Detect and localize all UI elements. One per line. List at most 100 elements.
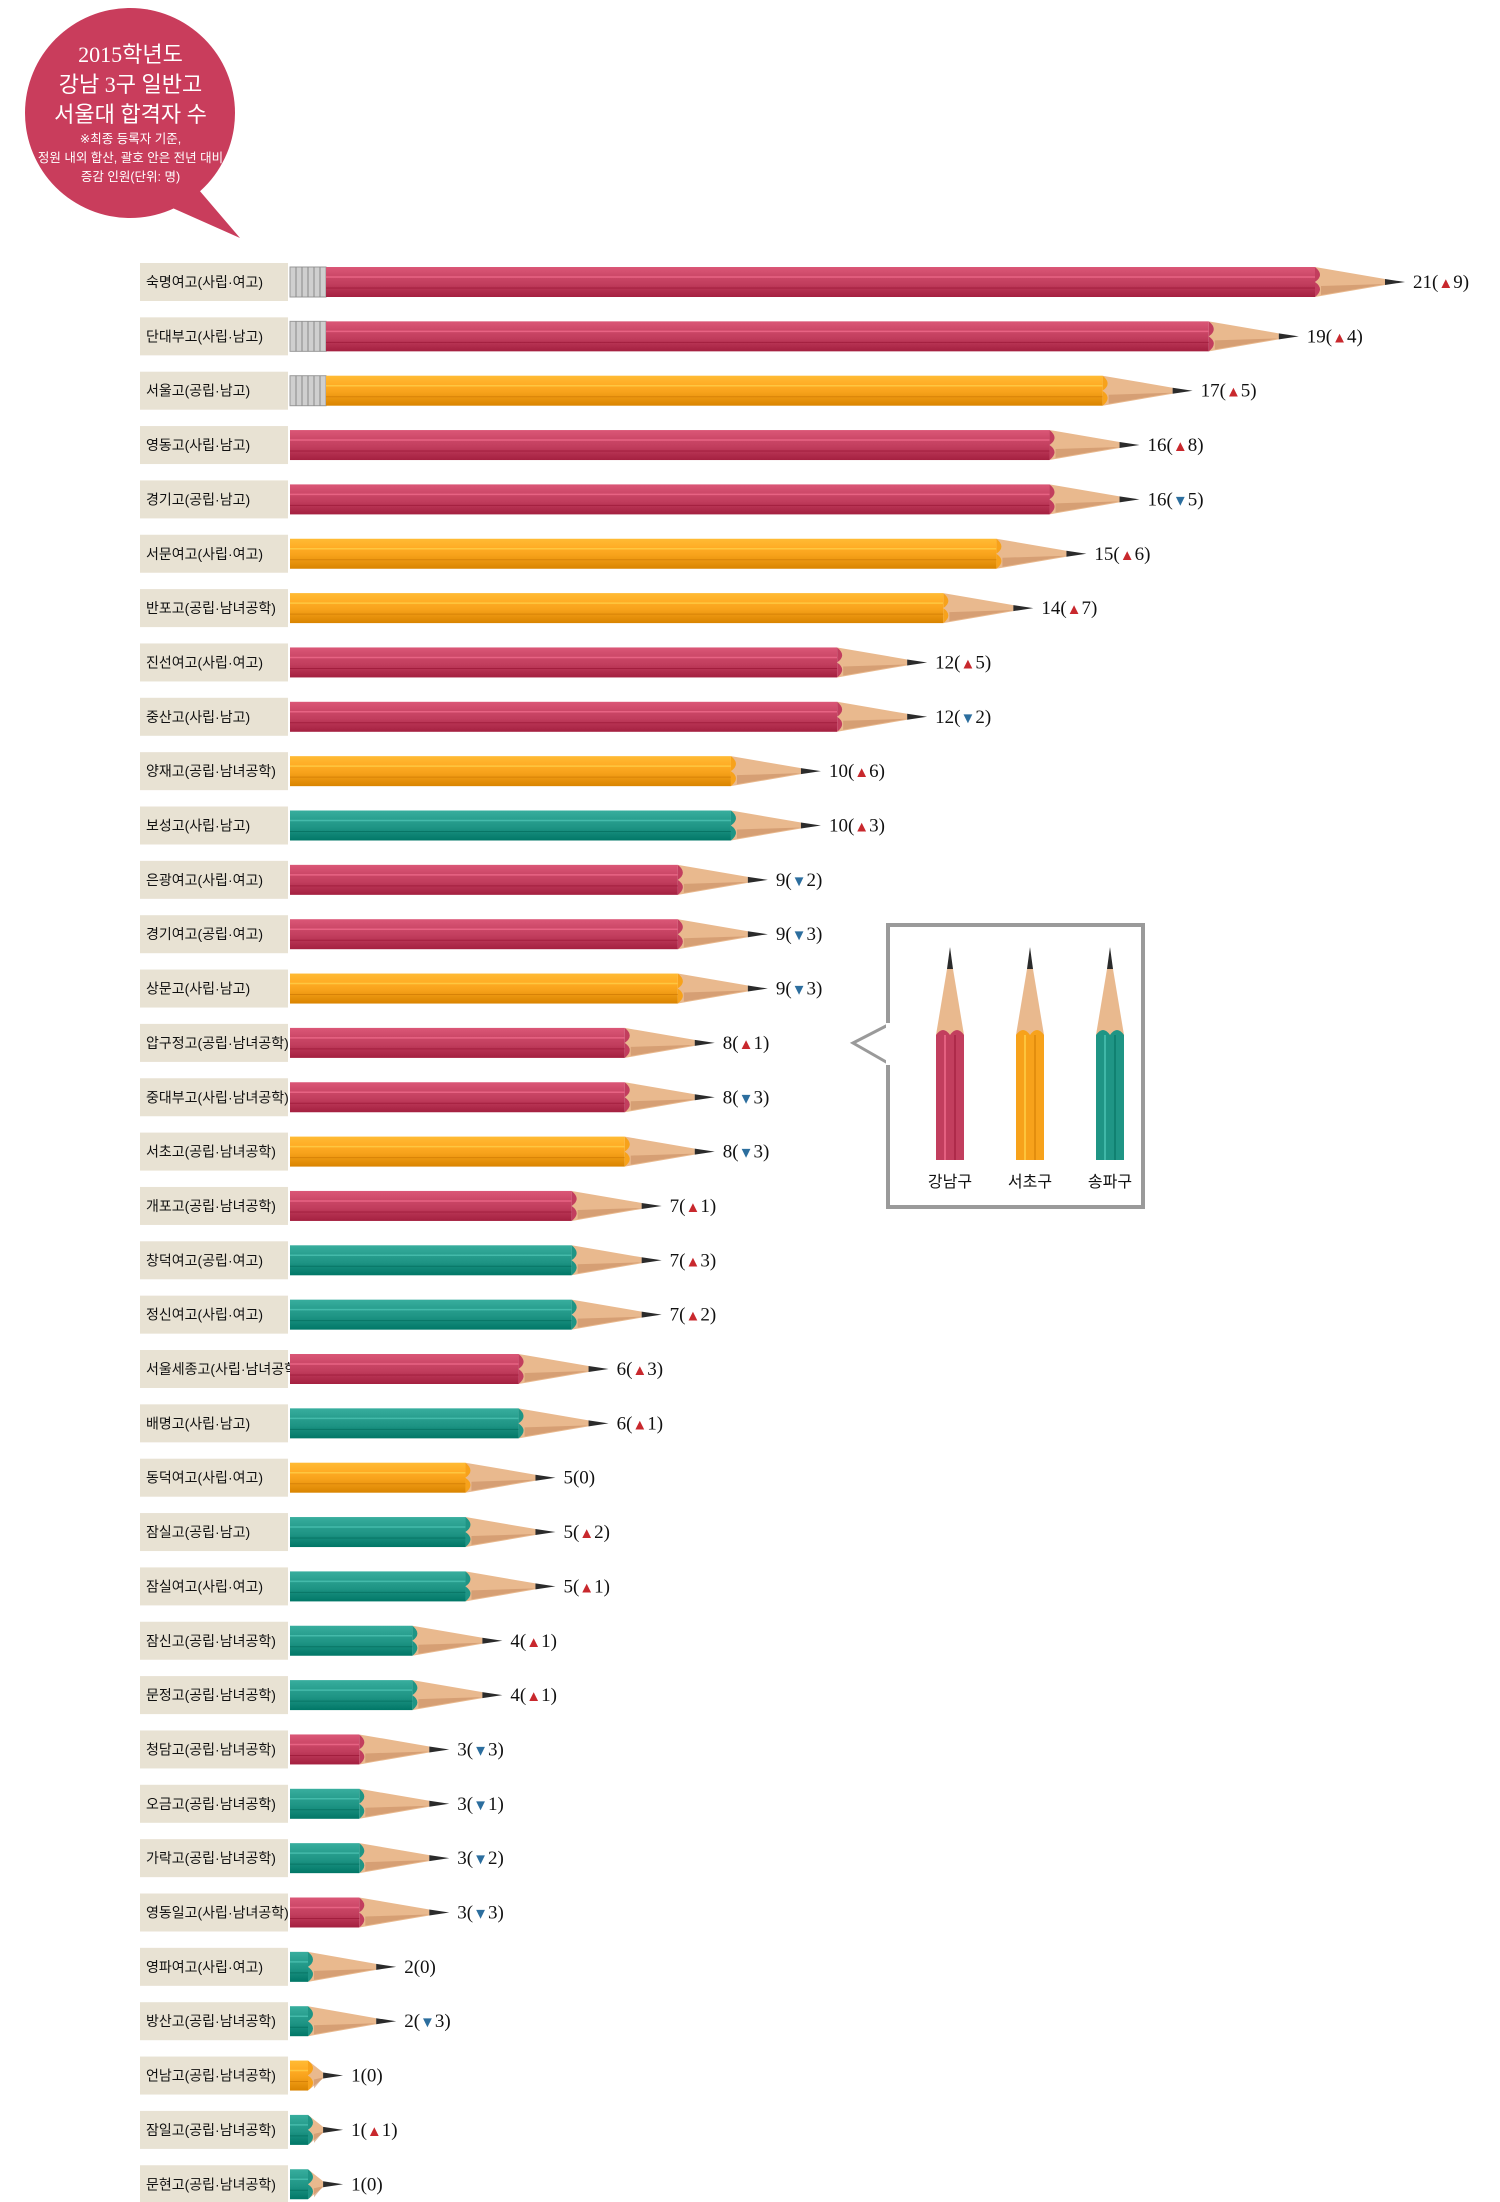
school-label: 반포고(공립·남녀공학) (146, 600, 276, 616)
pencil-body (290, 1299, 572, 1330)
pencil-body (290, 1788, 360, 1819)
pencil-bar (290, 701, 928, 732)
pencil-bar (290, 430, 1140, 461)
school-label: 숙명여고(사립·여고) (146, 274, 263, 290)
pencil-lead (323, 2126, 344, 2133)
pencil-bar (290, 1462, 556, 1493)
pencil-body (290, 1136, 625, 1167)
value-label: 7(▲2) (670, 1305, 717, 1326)
pencil-bar (290, 973, 768, 1004)
pencil-body (290, 1680, 413, 1711)
pencil-lead (376, 1963, 397, 1970)
school-label: 상문고(사립·남고) (146, 981, 250, 997)
pencil-body (290, 2169, 308, 2200)
pencil-lead (588, 1366, 609, 1372)
pencil-lead (482, 1692, 503, 1699)
legend-label: 강남구 (928, 1173, 972, 1191)
school-label-box (140, 480, 288, 519)
value-label: 3(▼3) (457, 1903, 504, 1924)
pencil-lead (429, 1855, 450, 1862)
value-label: 16(▲8) (1148, 435, 1204, 456)
chart-note-line-1: ※최종 등록자 기준, (79, 131, 182, 146)
pencil-bar (290, 1951, 397, 1982)
pencil-lead (588, 1420, 609, 1427)
pencil-bar (290, 593, 1034, 624)
value-label: 8(▼3) (723, 1087, 770, 1108)
pencil-bar (290, 1245, 662, 1276)
pencil-lead (747, 931, 768, 938)
chart-title-line-1: 2015학년도 (78, 41, 183, 67)
pencil-bar (290, 484, 1140, 515)
school-label: 서울세종고(사립·남녀공학) (146, 1361, 302, 1377)
value-label: 3(▼1) (457, 1794, 504, 1815)
school-label: 오금고(공립·남녀공학) (146, 1796, 276, 1812)
value-label: 14(▲7) (1041, 598, 1097, 619)
value-label: 2(0) (404, 1957, 436, 1978)
school-label: 정신여고(사립·여고) (146, 1307, 263, 1323)
pencil-wood-tip (308, 2114, 324, 2145)
value-label: 5(▲2) (563, 1522, 610, 1543)
pencil-body (290, 593, 944, 624)
school-label-box (140, 1458, 288, 1497)
pencil-bar (290, 1788, 450, 1819)
pencil-bar (290, 1517, 556, 1548)
value-label: 15(▲6) (1094, 544, 1150, 565)
value-label: 10(▲6) (829, 761, 885, 782)
school-label-box (140, 969, 288, 1008)
school-label-box (140, 1241, 288, 1280)
value-label: 6(▲3) (617, 1359, 664, 1380)
school-label: 잠신고(공립·남녀공학) (146, 1633, 276, 1649)
pencil-body (326, 375, 1103, 406)
school-label-box (140, 2165, 288, 2202)
school-label: 영동고(사립·남고) (146, 437, 250, 453)
pencil-body (290, 1734, 360, 1765)
school-label: 문정고(공립·남녀공학) (146, 1687, 276, 1703)
pencil-lead (694, 1148, 715, 1155)
pencil-body (290, 1517, 466, 1548)
value-label: 10(▲3) (829, 816, 885, 837)
school-label: 은광여고(사립·여고) (146, 872, 263, 888)
pencil-lead (1119, 496, 1140, 503)
pencil-lead (907, 659, 928, 666)
value-label: 8(▲1) (723, 1033, 770, 1054)
pencil-bar (290, 1136, 715, 1167)
value-label: 21(▲9) (1413, 272, 1469, 293)
pencil-lead (482, 1637, 503, 1644)
school-label-box (140, 1893, 288, 1932)
chart-note-line-3: 증감 인원(단위: 명) (80, 169, 181, 184)
pencil-body (290, 1408, 519, 1439)
pencil-wood-tip (308, 2169, 324, 2200)
value-label: 12(▼2) (935, 707, 991, 728)
chart-title-block: 2015학년도 강남 3구 일반고 서울대 합격자 수 ※최종 등록자 기준, … (8, 8, 253, 218)
pencil-body (290, 647, 838, 678)
pencil-lead (800, 822, 821, 829)
pencil-body (290, 1843, 360, 1874)
school-label-box (140, 1078, 288, 1117)
school-label-box (140, 1947, 288, 1986)
legend-pencil (1016, 947, 1044, 1160)
pencil-body (290, 701, 838, 732)
pencil-lead (429, 1909, 450, 1916)
value-label: 9(▼3) (776, 924, 823, 945)
pencil-bar (290, 864, 768, 895)
pencil-bar (289, 320, 1299, 352)
school-label: 잠실여고(사립·여고) (146, 1578, 263, 1594)
pencil-bar (290, 1897, 450, 1928)
school-label-box (140, 1621, 288, 1660)
value-label: 1(0) (351, 2066, 383, 2087)
value-label: 1(▲1) (351, 2120, 398, 2141)
chart-title-line-2: 강남 3구 일반고 (58, 71, 203, 97)
pencil-bar (289, 375, 1193, 407)
pencil-body (290, 2006, 308, 2037)
pencil-body (326, 321, 1209, 352)
school-label: 양재고(공립·남녀공학) (146, 763, 276, 779)
pencil-body (290, 919, 678, 950)
pencil-lead (1119, 442, 1140, 449)
school-label-box (140, 426, 288, 465)
school-label: 중대부고(사립·남녀공학) (146, 1089, 289, 1105)
pencil-body (290, 973, 678, 1004)
title-bubble-shape (25, 8, 240, 238)
school-label: 영파여고(사립·여고) (146, 1959, 263, 1975)
value-label: 7(▲3) (670, 1250, 717, 1271)
pencil-lead (1066, 550, 1087, 557)
